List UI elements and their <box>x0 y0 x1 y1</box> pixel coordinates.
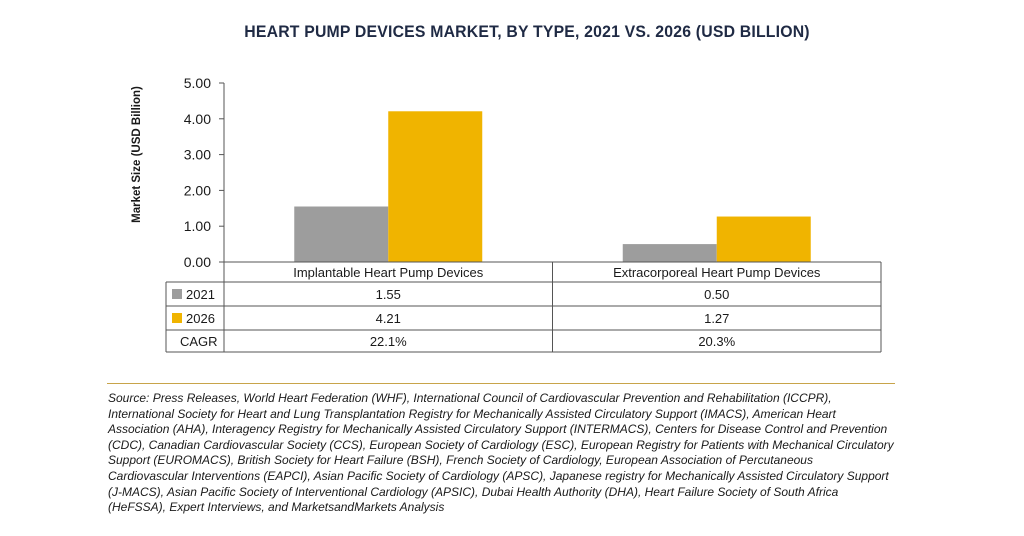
legend-label: 2021 <box>186 287 215 302</box>
legend-swatch-2021 <box>172 289 182 299</box>
legend-swatch-2026 <box>172 313 182 323</box>
data-label: 0.50 <box>704 287 729 302</box>
cagr-value: 20.3% <box>698 334 735 349</box>
bar-2026-1 <box>716 216 811 262</box>
data-label: 1.27 <box>704 311 729 326</box>
y-tick-label: 2.00 <box>184 182 211 198</box>
legend-label: 2026 <box>186 311 215 326</box>
category-label: Implantable Heart Pump Devices <box>293 265 484 280</box>
divider <box>107 383 895 384</box>
row-label: CAGR <box>180 334 218 349</box>
source-note: Source: Press Releases, World Heart Fede… <box>108 391 894 515</box>
data-label: 1.55 <box>376 287 401 302</box>
y-tick-label: 0.00 <box>184 254 211 270</box>
category-label: Extracorporeal Heart Pump Devices <box>613 265 821 280</box>
data-label: 4.21 <box>376 311 401 326</box>
chart: 0.00 1.00 2.00 3.00 4.00 5.00 Market Size (USD… <box>131 75 882 353</box>
y-axis-label: Market Size (USD Billion) <box>131 86 143 223</box>
chart-title: HEART PUMP DEVICES MARKET, BY TYPE, 2021… <box>244 22 810 41</box>
cagr-value: 22.1% <box>370 334 407 349</box>
bar-2021-1 <box>622 244 717 262</box>
bar-2021-0 <box>294 206 389 262</box>
y-tick-label: 3.00 <box>184 147 211 163</box>
bar-2026-0 <box>388 111 483 262</box>
y-tick-label: 4.00 <box>184 111 211 127</box>
y-tick-label: 5.00 <box>184 75 211 91</box>
y-tick-label: 1.00 <box>184 218 211 234</box>
